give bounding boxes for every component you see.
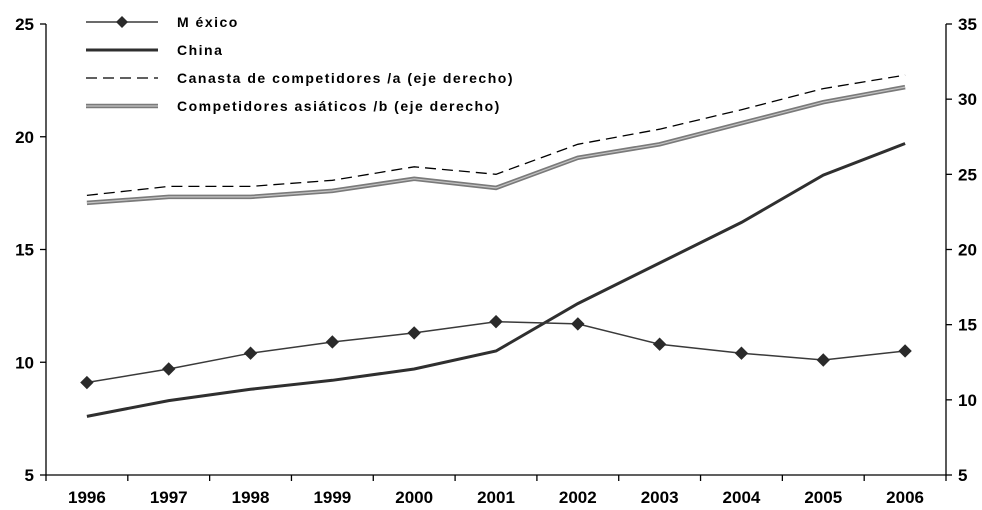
legend: M éxico China Canasta de competidores /a (… bbox=[86, 14, 514, 114]
series-0-point bbox=[80, 375, 94, 390]
series-0-point bbox=[734, 346, 749, 360]
legend-0-label: M éxico bbox=[177, 14, 239, 30]
left-tick-label: 5 bbox=[25, 466, 34, 485]
series-0-point bbox=[571, 317, 585, 331]
left-tick-label: 15 bbox=[15, 241, 34, 260]
x-tick-label: 1999 bbox=[313, 488, 351, 507]
x-tick-label: 1996 bbox=[68, 488, 106, 507]
series-0-point bbox=[652, 337, 667, 351]
legend-0-marker bbox=[116, 16, 128, 28]
legend-2-label: Canasta de competidores /a (eje derecho) bbox=[177, 70, 514, 86]
x-tick-label: 2004 bbox=[723, 488, 761, 507]
right-tick-label: 5 bbox=[958, 466, 967, 485]
series-0-point bbox=[898, 344, 912, 358]
right-tick-label: 10 bbox=[958, 391, 977, 410]
series-2-line bbox=[86, 74, 906, 197]
right-tick-label: 25 bbox=[958, 165, 977, 184]
x-tick-label: 2001 bbox=[477, 488, 515, 507]
left-tick-label: 10 bbox=[15, 353, 34, 372]
series-0-point bbox=[243, 346, 258, 360]
x-tick-label: 2002 bbox=[559, 488, 597, 507]
x-tick-label: 1998 bbox=[232, 488, 270, 507]
legend-3-label: Competidores asiáticos /b (eje derecho) bbox=[177, 98, 501, 114]
legend-1-label: China bbox=[177, 42, 223, 58]
right-tick-label: 35 bbox=[958, 15, 977, 34]
series-0-point bbox=[489, 314, 503, 329]
series-1-line bbox=[86, 142, 906, 418]
chart-axes: 5 10 15 20 25 5 10 15 20 25 30 35 1996 1997 1998 1999 20… bbox=[15, 15, 977, 507]
series-0-point bbox=[325, 335, 340, 349]
left-tick-label: 25 bbox=[15, 15, 34, 34]
right-tick-label: 15 bbox=[958, 316, 977, 335]
series-0-point bbox=[162, 362, 176, 376]
left-tick-label: 20 bbox=[15, 128, 34, 147]
series-layer bbox=[80, 74, 912, 418]
right-tick-label: 20 bbox=[958, 241, 977, 260]
x-tick-label: 2003 bbox=[641, 488, 679, 507]
series-0-point bbox=[407, 326, 421, 340]
series-3-line-highlight bbox=[86, 86, 906, 204]
x-tick-label: 2005 bbox=[804, 488, 842, 507]
x-tick-label: 1997 bbox=[150, 488, 188, 507]
series-0-point bbox=[816, 353, 830, 367]
right-tick-label: 30 bbox=[958, 90, 977, 109]
x-tick-label: 2000 bbox=[395, 488, 433, 507]
x-tick-label: 2006 bbox=[886, 488, 924, 507]
